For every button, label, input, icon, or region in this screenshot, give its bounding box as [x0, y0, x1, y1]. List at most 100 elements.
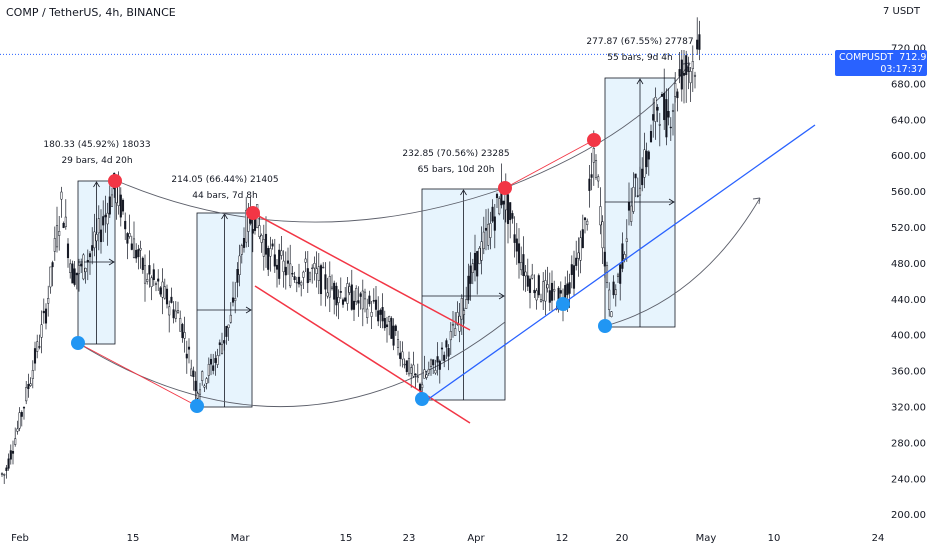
- candle-body: [678, 69, 681, 77]
- candle-body: [95, 234, 98, 242]
- candle-body: [234, 298, 237, 301]
- candle-body: [443, 354, 446, 361]
- candle-body: [88, 253, 92, 258]
- candle-body: [86, 259, 89, 263]
- candle-body: [82, 254, 85, 280]
- candle-body: [117, 184, 120, 206]
- candle-body: [603, 251, 606, 267]
- candle-body: [432, 359, 435, 366]
- candle-body: [267, 248, 270, 270]
- candle-body: [423, 369, 426, 379]
- candle-body: [326, 292, 329, 297]
- candle-body: [225, 326, 228, 337]
- candle-body: [676, 91, 679, 99]
- candle-body: [658, 124, 661, 126]
- pivot-high-marker[interactable]: [108, 174, 122, 188]
- channel-lower-line[interactable]: [254, 285, 471, 424]
- candle-body: [313, 263, 316, 269]
- candle-body: [194, 380, 197, 392]
- red-connector-line: [77, 342, 198, 407]
- y-tick-label: 240.00: [891, 474, 926, 485]
- candle-body: [308, 272, 312, 281]
- pivot-low-marker[interactable]: [598, 319, 612, 333]
- candle-body: [260, 235, 263, 243]
- arrow-head: [245, 306, 252, 314]
- candle-body: [75, 272, 78, 276]
- candle-body: [150, 277, 153, 288]
- candle-body: [198, 389, 202, 395]
- candle-body: [403, 363, 406, 366]
- candle-body: [66, 243, 70, 259]
- candle-body: [583, 217, 587, 221]
- pivot-low-marker[interactable]: [71, 336, 85, 350]
- price-axis: 720.00 680.00 640.00 600.00 560.00 520.00 480.…: [891, 44, 926, 522]
- pivot-high-marker[interactable]: [498, 181, 512, 195]
- y-tick-label: 560.00: [891, 187, 926, 198]
- candle-body: [619, 264, 622, 284]
- candle-body: [434, 369, 437, 374]
- candle-body: [685, 55, 688, 76]
- candle-body: [357, 300, 360, 304]
- candle-body: [172, 309, 175, 319]
- measurement-label-price: 232.85 (70.56%) 23285: [402, 149, 509, 159]
- candle-body: [242, 238, 246, 248]
- candle-body: [590, 174, 593, 178]
- candle-body: [599, 206, 602, 226]
- candle-body: [680, 59, 683, 90]
- candle-body: [425, 374, 428, 378]
- candle-body: [300, 282, 303, 286]
- y-tick-label: 280.00: [891, 438, 926, 449]
- measurement-label-price: 277.87 (67.55%) 27787: [586, 37, 693, 47]
- candle-body: [304, 258, 307, 263]
- candle-body: [282, 260, 285, 273]
- candle-body: [586, 220, 589, 225]
- pivot-high-marker[interactable]: [246, 206, 260, 220]
- candle-body: [671, 110, 675, 112]
- pivot-low-marker[interactable]: [415, 392, 429, 406]
- candle-body: [641, 168, 644, 186]
- measurement-label-bars: 44 bars, 7d 8h: [192, 191, 257, 201]
- candle-body: [636, 195, 639, 197]
- candle-body: [656, 106, 659, 111]
- candle-body: [577, 252, 580, 259]
- candle-body: [454, 328, 457, 336]
- candle-body: [141, 257, 144, 270]
- x-tick-label: 23: [403, 533, 416, 544]
- candle-body: [608, 289, 611, 310]
- measurement-label-bars: 29 bars, 4d 20h: [61, 156, 132, 166]
- measurement-boxes: [77, 77, 676, 408]
- pivot-low-marker[interactable]: [556, 297, 570, 311]
- candle-body: [436, 356, 439, 363]
- candle-body: [44, 308, 48, 324]
- candle-body: [559, 290, 562, 294]
- candle-body: [447, 348, 450, 357]
- blue-trend-line[interactable]: [419, 124, 816, 406]
- candle-body: [487, 223, 490, 246]
- candle-body: [238, 255, 241, 275]
- candle-body: [592, 147, 595, 163]
- candle-body: [350, 284, 353, 310]
- candle-body: [663, 92, 666, 121]
- candle-body: [51, 262, 54, 268]
- channel-upper-line[interactable]: [252, 212, 471, 331]
- candle-body: [484, 227, 488, 231]
- candle-body: [553, 289, 556, 292]
- candle-body: [302, 271, 305, 278]
- candle-body: [179, 318, 182, 332]
- candle-body: [324, 274, 327, 290]
- candle-body: [346, 283, 349, 304]
- candle-body: [363, 291, 367, 300]
- candle-body: [528, 278, 532, 293]
- candle-body: [515, 238, 518, 252]
- candle-body: [152, 269, 155, 281]
- candle-body: [209, 358, 213, 365]
- currency-label[interactable]: 7 USDT: [882, 6, 920, 17]
- candle-body: [691, 61, 694, 70]
- candle-body: [498, 198, 501, 215]
- lower-arc-extension: [604, 197, 761, 327]
- pivot-high-marker[interactable]: [587, 133, 601, 147]
- pivot-low-marker[interactable]: [190, 399, 204, 413]
- candle-body: [476, 251, 479, 277]
- candle-body: [531, 274, 534, 279]
